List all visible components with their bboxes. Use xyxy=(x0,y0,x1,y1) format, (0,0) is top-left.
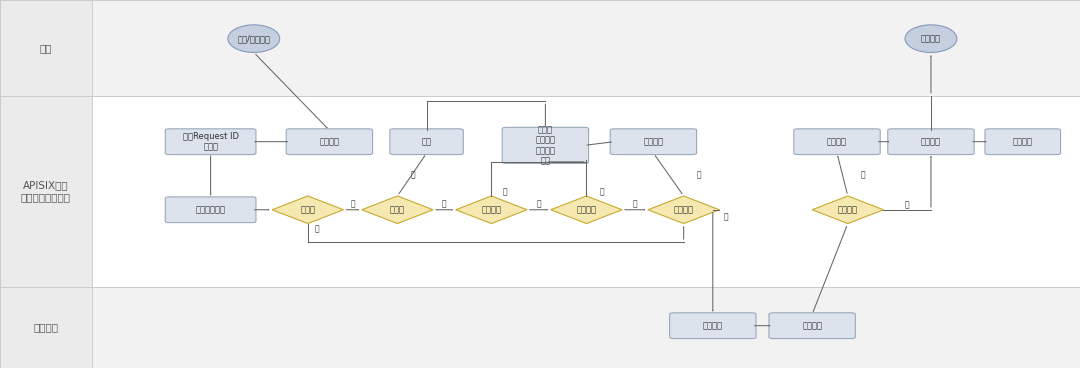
FancyBboxPatch shape xyxy=(985,129,1061,155)
Polygon shape xyxy=(648,196,719,224)
Text: 否: 否 xyxy=(724,213,728,222)
Text: 页面/接口请求: 页面/接口请求 xyxy=(238,34,270,43)
FancyBboxPatch shape xyxy=(165,129,256,155)
Polygon shape xyxy=(272,196,343,224)
FancyBboxPatch shape xyxy=(0,0,92,96)
Text: 日志模块: 日志模块 xyxy=(1013,137,1032,146)
FancyBboxPatch shape xyxy=(390,129,463,155)
FancyBboxPatch shape xyxy=(670,313,756,339)
FancyBboxPatch shape xyxy=(0,287,1080,368)
Text: 处理请求: 处理请求 xyxy=(703,321,723,330)
Ellipse shape xyxy=(228,25,280,53)
Ellipse shape xyxy=(905,25,957,53)
Text: 是: 是 xyxy=(502,188,507,197)
FancyBboxPatch shape xyxy=(165,197,256,223)
Polygon shape xyxy=(456,196,527,224)
Text: 接收返回: 接收返回 xyxy=(921,34,941,43)
Text: 自名单: 自名单 xyxy=(300,205,315,214)
FancyBboxPatch shape xyxy=(794,129,880,155)
FancyBboxPatch shape xyxy=(610,129,697,155)
Polygon shape xyxy=(362,196,433,224)
Text: 处理过滤请求: 处理过滤请求 xyxy=(195,205,226,214)
Polygon shape xyxy=(812,196,883,224)
Text: 超频访问: 超频访问 xyxy=(674,205,693,214)
Text: 是: 是 xyxy=(599,188,604,197)
FancyBboxPatch shape xyxy=(769,313,855,339)
Text: 设置水印: 设置水印 xyxy=(838,205,858,214)
Text: 是: 是 xyxy=(861,170,865,179)
Text: 频次限制: 频次限制 xyxy=(644,137,663,146)
Text: 拦截: 拦截 xyxy=(421,137,432,146)
Text: 处理Request ID
等插件: 处理Request ID 等插件 xyxy=(183,132,239,151)
Text: 是: 是 xyxy=(697,170,701,179)
FancyBboxPatch shape xyxy=(0,287,92,368)
Text: 转发请求: 转发请求 xyxy=(921,137,941,146)
FancyBboxPatch shape xyxy=(286,129,373,155)
Text: 业务服务: 业务服务 xyxy=(33,322,58,333)
Text: APISIX网关
安全插件处理逻辑: APISIX网关 安全插件处理逻辑 xyxy=(21,181,71,202)
Text: 黑名单: 黑名单 xyxy=(390,205,405,214)
Text: 否: 否 xyxy=(905,201,909,209)
Text: 添加水印: 添加水印 xyxy=(827,137,847,146)
Text: 否: 否 xyxy=(633,199,637,208)
FancyBboxPatch shape xyxy=(0,96,1080,287)
FancyBboxPatch shape xyxy=(0,0,1080,96)
Text: 核验：
人机核验
馨名验证
签名: 核验： 人机核验 馨名验证 签名 xyxy=(536,125,555,166)
Text: 需要核验: 需要核验 xyxy=(577,205,596,214)
FancyBboxPatch shape xyxy=(888,129,974,155)
Text: 是: 是 xyxy=(314,224,319,234)
Text: 核验通过: 核验通过 xyxy=(482,205,501,214)
Polygon shape xyxy=(551,196,622,224)
Text: 响应请求: 响应请求 xyxy=(802,321,822,330)
Text: 否: 否 xyxy=(442,199,447,208)
FancyBboxPatch shape xyxy=(0,96,92,287)
Text: 接收请求: 接收请求 xyxy=(320,137,339,146)
Text: 否: 否 xyxy=(537,199,541,208)
Text: 否: 否 xyxy=(350,199,355,208)
Text: 否: 否 xyxy=(410,170,415,179)
Text: 用户: 用户 xyxy=(40,43,52,53)
FancyBboxPatch shape xyxy=(502,127,589,163)
